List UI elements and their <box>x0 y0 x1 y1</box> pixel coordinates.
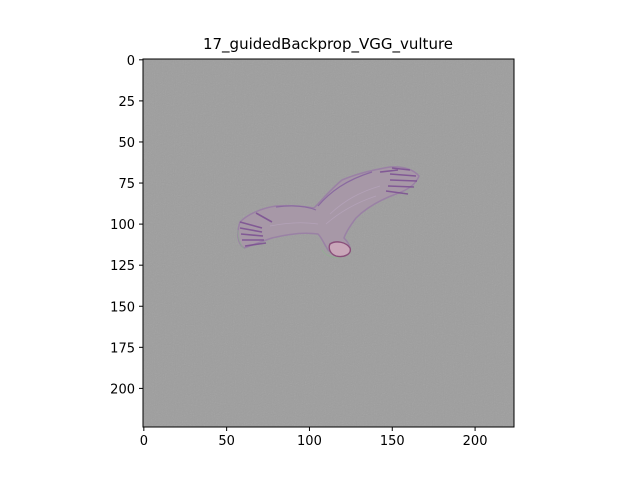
y-tick-label: 0 <box>127 54 135 69</box>
y-tick-label: 50 <box>118 136 135 151</box>
x-tick-label: 50 <box>218 434 235 449</box>
x-tick-label: 150 <box>380 434 405 449</box>
x-tick-label: 0 <box>140 434 148 449</box>
vulture-silhouette <box>237 166 420 259</box>
y-tick-label: 75 <box>118 177 135 192</box>
x-tick-label: 100 <box>297 434 322 449</box>
y-tick-label: 25 <box>118 95 135 110</box>
y-tick-label: 100 <box>110 218 135 233</box>
y-tick-label: 175 <box>110 341 135 356</box>
y-tick-label: 150 <box>110 300 135 315</box>
saliency-image <box>143 59 514 427</box>
chart-title: 17_guidedBackprop_VGG_vulture <box>203 35 453 54</box>
y-tick-label: 125 <box>110 259 135 274</box>
y-axis: 0 25 50 75 100 125 150 175 200 <box>110 54 143 397</box>
x-tick-label: 200 <box>463 434 488 449</box>
image-frame <box>142 58 515 428</box>
y-tick-label: 200 <box>110 382 135 397</box>
x-axis: 0 50 100 150 200 <box>140 427 488 449</box>
